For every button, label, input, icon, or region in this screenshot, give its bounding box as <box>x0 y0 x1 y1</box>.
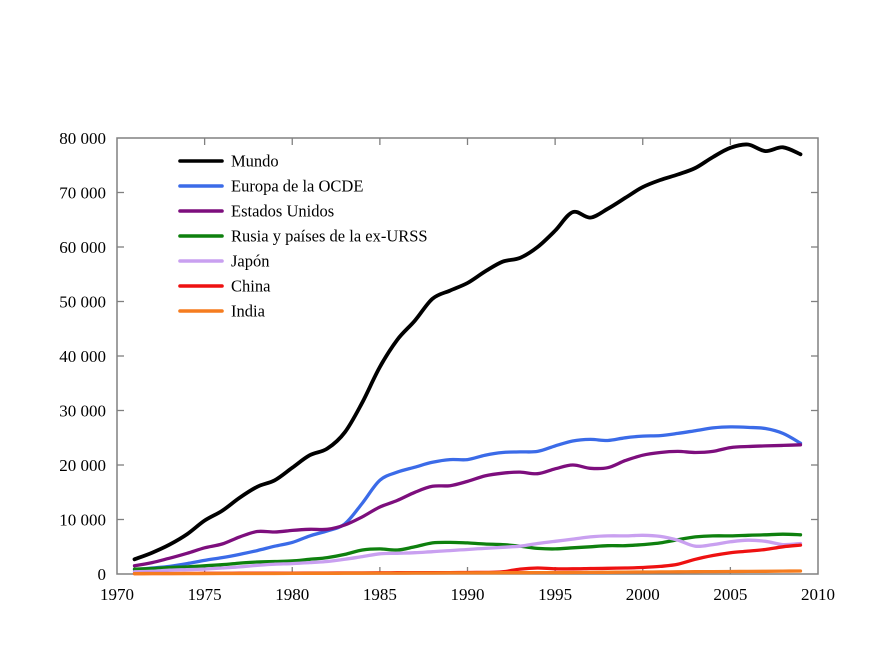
y-axis-labels: 0 10 000 20 000 30 000 40 000 50 000 60 000 70 … <box>59 129 106 584</box>
legend-label-japon: Japón <box>231 252 270 271</box>
x-tick-label: 1995 <box>538 585 572 604</box>
legend-item-india: India <box>178 302 266 321</box>
legend-item-china: China <box>178 277 271 296</box>
series-lines <box>132 142 803 576</box>
y-tick-label: 10 000 <box>59 511 106 530</box>
y-tick-label: 70 000 <box>59 184 106 203</box>
x-tick-label: 2000 <box>626 585 660 604</box>
series-line-japon <box>132 533 803 574</box>
legend-item-europa-de-la-ocde: Europa de la OCDE <box>178 177 363 196</box>
x-axis-labels: 1970 1975 1980 1985 1990 1995 2000 2005 2010 <box>100 585 835 604</box>
series-line-estados-unidos <box>132 443 803 568</box>
y-tick-label: 80 000 <box>59 129 106 148</box>
series-line-rusia-y-paises-de-la-ex-urss <box>132 532 803 571</box>
x-tick-label: 1980 <box>275 585 309 604</box>
x-tick-label: 1985 <box>363 585 397 604</box>
legend: Mundo Europa de la OCDE Estados Unidos Rusi… <box>178 152 428 321</box>
y-tick-label: 60 000 <box>59 238 106 257</box>
series-line-mundo <box>132 142 803 562</box>
y-tick-label: 0 <box>98 565 107 584</box>
series-line-europa-de-la-ocde <box>132 425 803 572</box>
x-tick-label: 2005 <box>713 585 747 604</box>
y-tick-label: 20 000 <box>59 456 106 475</box>
legend-label-estados-unidos: Estados Unidos <box>231 202 334 221</box>
x-tick-label: 1990 <box>451 585 485 604</box>
legend-item-rusia-y-paises-de-la-ex-urss: Rusia y países de la ex-URSS <box>178 227 428 246</box>
series-line-india <box>132 569 803 576</box>
x-tick-label: 1970 <box>100 585 134 604</box>
y-tick-label: 40 000 <box>59 347 106 366</box>
x-tick-label: 1975 <box>188 585 222 604</box>
legend-label-mundo: Mundo <box>231 152 279 171</box>
legend-item-japon: Japón <box>178 252 270 271</box>
legend-item-mundo: Mundo <box>178 152 279 171</box>
legend-label-europa-de-la-ocde: Europa de la OCDE <box>231 177 363 196</box>
legend-label-india: India <box>231 302 266 321</box>
legend-label-china: China <box>231 277 271 296</box>
legend-item-estados-unidos: Estados Unidos <box>178 202 334 221</box>
x-tick-label: 2010 <box>801 585 835 604</box>
y-tick-label: 50 000 <box>59 293 106 312</box>
legend-label-rusia-y-paises-de-la-ex-urss: Rusia y países de la ex-URSS <box>231 227 428 246</box>
y-tick-label: 30 000 <box>59 402 106 421</box>
